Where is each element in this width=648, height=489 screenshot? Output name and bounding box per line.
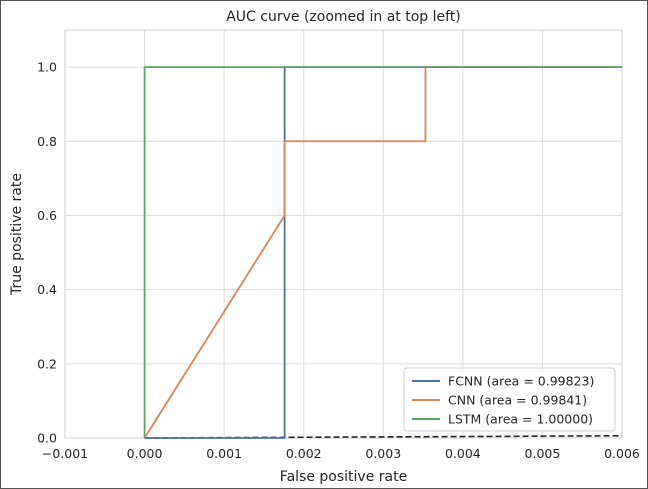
y-axis-label: True positive rate xyxy=(9,173,25,296)
x-tick-label-1: 0.000 xyxy=(127,446,163,461)
x-tick-label-3: 0.002 xyxy=(286,446,322,461)
x-tick-label-6: 0.005 xyxy=(525,446,561,461)
x-tick-label-7: 0.006 xyxy=(604,446,640,461)
y-tick-label-4: 0.8 xyxy=(37,134,57,149)
legend-label-2: LSTM (area = 1.00000) xyxy=(448,412,593,427)
series-line-2 xyxy=(143,66,622,438)
legend-box xyxy=(403,367,616,432)
x-tick-label-2: 0.001 xyxy=(206,446,242,461)
chart-title: AUC curve (zoomed in at top left) xyxy=(226,9,461,25)
x-tick-label-0: −0.001 xyxy=(42,446,88,461)
legend-label-1: CNN (area = 0.99841) xyxy=(448,393,587,408)
y-tick-label-0: 0.0 xyxy=(37,431,57,446)
x-axis-label: False positive rate xyxy=(280,469,407,485)
y-tick-label-5: 1.0 xyxy=(37,60,57,75)
legend-label-0: FCNN (area = 0.99823) xyxy=(448,374,594,389)
reference-diagonal-line xyxy=(144,434,623,439)
y-tick-label-1: 0.2 xyxy=(37,356,57,371)
y-tick-label-3: 0.6 xyxy=(37,208,57,223)
x-tick-label-4: 0.003 xyxy=(365,446,401,461)
x-tick-label-5: 0.004 xyxy=(445,446,481,461)
plot-border xyxy=(64,29,623,439)
y-tick-label-2: 0.4 xyxy=(37,282,57,297)
